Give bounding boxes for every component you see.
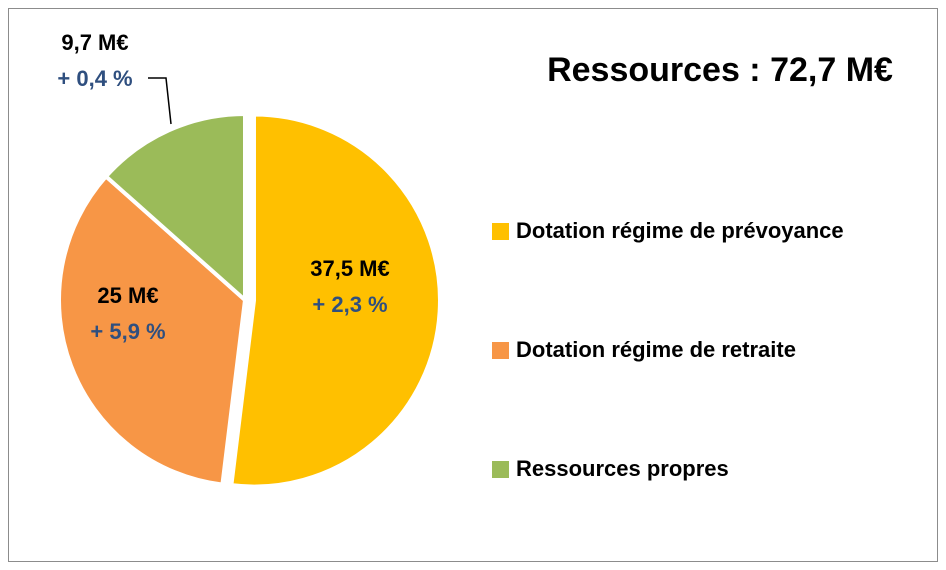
value-label: 9,7 M€ (61, 30, 128, 55)
pie-slice (229, 112, 442, 489)
value-label: 37,5 M€ (310, 256, 390, 281)
legend-label: Dotation régime de prévoyance (516, 218, 844, 243)
legend-label: Ressources propres (516, 456, 729, 481)
chart-title: Ressources : 72,7 M€ (547, 51, 893, 89)
legend-swatch (492, 223, 509, 240)
legend-label: Dotation régime de retraite (516, 337, 796, 362)
pie-slice (57, 173, 248, 487)
change-label: + 5,9 % (90, 319, 165, 344)
leader-line (148, 77, 172, 125)
legend-swatch (492, 461, 509, 478)
change-label: + 2,3 % (312, 292, 387, 317)
value-label: 25 M€ (97, 283, 158, 308)
change-label: + 0,4 % (57, 66, 132, 91)
legend-swatch (492, 342, 509, 359)
pie-slice (103, 111, 247, 305)
